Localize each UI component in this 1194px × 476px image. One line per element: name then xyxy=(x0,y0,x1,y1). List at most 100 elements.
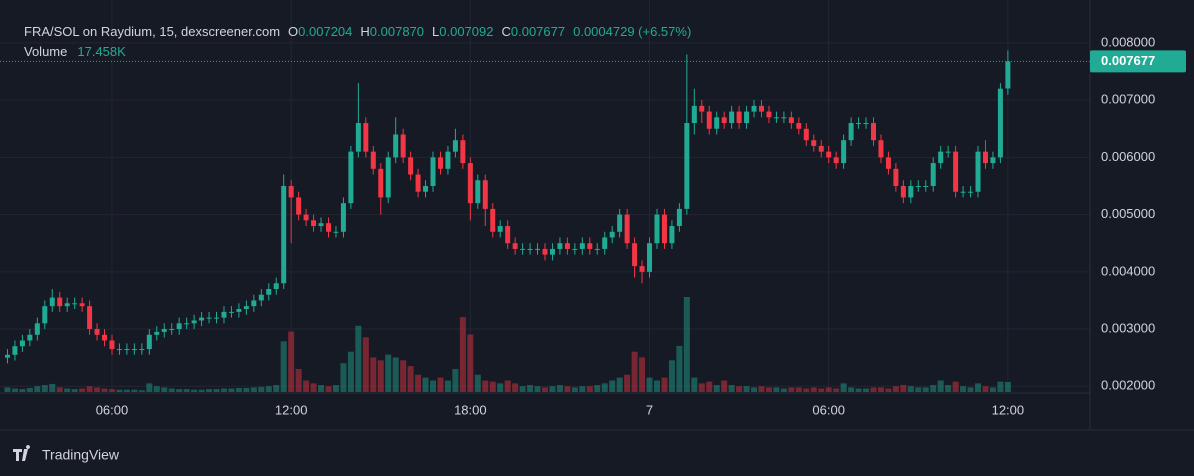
volume-bar xyxy=(795,387,802,392)
candle-body xyxy=(437,157,443,169)
x-tick-label: 7 xyxy=(646,402,653,417)
candle-body xyxy=(856,123,862,125)
candle-body xyxy=(759,105,765,112)
volume-bar xyxy=(631,351,638,392)
y-tick-label: 0.006000 xyxy=(1101,149,1155,164)
volume-bar xyxy=(579,386,586,392)
candle-body xyxy=(594,248,600,250)
volume-bar xyxy=(295,368,302,392)
candle-body xyxy=(714,117,720,129)
candle-body xyxy=(960,191,966,193)
volume-label: Volume xyxy=(24,44,67,59)
y-tick-label: 0.004000 xyxy=(1101,263,1155,278)
candle-body xyxy=(87,306,93,330)
volume-bar xyxy=(661,377,668,392)
candle-body xyxy=(184,323,190,325)
volume-bar xyxy=(833,388,840,392)
x-tick-label: 06:00 xyxy=(96,402,129,417)
volume-bar xyxy=(960,386,967,392)
volume-bar xyxy=(258,386,265,392)
volume-bar xyxy=(706,381,713,392)
candle-body xyxy=(572,248,578,250)
candle-body xyxy=(296,197,302,215)
candle-body xyxy=(415,174,421,192)
ohlc-value: 0.007204 xyxy=(298,24,352,39)
volume-bar xyxy=(870,387,877,392)
candle-body xyxy=(908,185,914,198)
y-tick-label: 0.007000 xyxy=(1101,92,1155,107)
volume-bar xyxy=(780,388,787,392)
candle-body xyxy=(527,248,533,250)
candle-body xyxy=(199,317,205,321)
volume-bar xyxy=(288,331,295,392)
change-value: 0.0004729 (+6.57%) xyxy=(573,24,691,39)
candle-body xyxy=(124,349,130,351)
candle-body xyxy=(691,105,697,124)
y-tick-label: 0.005000 xyxy=(1101,206,1155,221)
volume-bar xyxy=(146,383,153,392)
volume-bar xyxy=(19,389,26,392)
candle-body xyxy=(355,123,361,152)
candle-body xyxy=(915,185,921,187)
volume-bar xyxy=(191,389,198,392)
volume-bar xyxy=(907,386,914,392)
volume-bar xyxy=(116,389,123,392)
volume-bar xyxy=(370,357,377,392)
volume-bar xyxy=(161,387,168,392)
volume-bar xyxy=(235,387,242,392)
volume-bar xyxy=(138,390,145,392)
volume-bar xyxy=(467,334,474,392)
candle-body xyxy=(729,111,735,124)
candle-body xyxy=(826,151,832,158)
volume-bar xyxy=(243,387,250,392)
volume-bar xyxy=(542,387,548,392)
volume-bar xyxy=(355,325,362,392)
candle-body xyxy=(475,180,481,204)
candle-body xyxy=(258,294,264,301)
volume-bar xyxy=(743,386,750,392)
logo-icon xyxy=(13,445,31,461)
candle-body xyxy=(161,329,167,332)
candle-body xyxy=(378,168,384,198)
volume-bar xyxy=(280,341,287,392)
volume-bar xyxy=(41,385,48,392)
volume-bar xyxy=(676,345,683,392)
candle-body xyxy=(602,237,608,249)
y-tick-label: 0.008000 xyxy=(1101,34,1155,49)
volume-bar xyxy=(26,387,33,392)
volume-bar xyxy=(49,383,56,392)
candle-body xyxy=(796,123,802,129)
symbol-title: FRA/SOL on Raydium, 15, dexscreener.com xyxy=(24,24,280,39)
volume-bar xyxy=(228,388,235,392)
x-tick-label: 18:00 xyxy=(454,402,487,417)
candle-body xyxy=(34,323,40,335)
volume-bar xyxy=(497,383,504,392)
candle-body xyxy=(617,214,623,232)
candle-body xyxy=(766,111,772,118)
volume-bar xyxy=(728,385,735,392)
volume-bar xyxy=(310,383,317,392)
candle-body xyxy=(467,163,473,204)
candle-body xyxy=(564,243,570,249)
volume-bar xyxy=(975,383,982,392)
candle-body xyxy=(938,151,944,164)
candle-body xyxy=(781,117,787,119)
volume-bar xyxy=(459,317,466,392)
volume-bar xyxy=(400,360,407,392)
volume-bar xyxy=(265,386,272,392)
volume-bar xyxy=(646,377,653,392)
volume-bar xyxy=(713,385,720,392)
volume-bar xyxy=(937,380,944,392)
candle-body xyxy=(654,214,660,244)
volume-bar xyxy=(721,380,728,392)
volume-bar xyxy=(855,388,862,392)
volume-legend: Volume 17.458K xyxy=(24,44,126,59)
candle-body xyxy=(445,151,451,169)
candle-body xyxy=(325,223,331,232)
candle-body xyxy=(669,226,675,244)
volume-bar xyxy=(788,387,795,392)
candle-body xyxy=(968,191,974,193)
candle-body xyxy=(1005,61,1011,89)
volume-bar xyxy=(765,387,772,392)
candle-body xyxy=(788,117,794,124)
